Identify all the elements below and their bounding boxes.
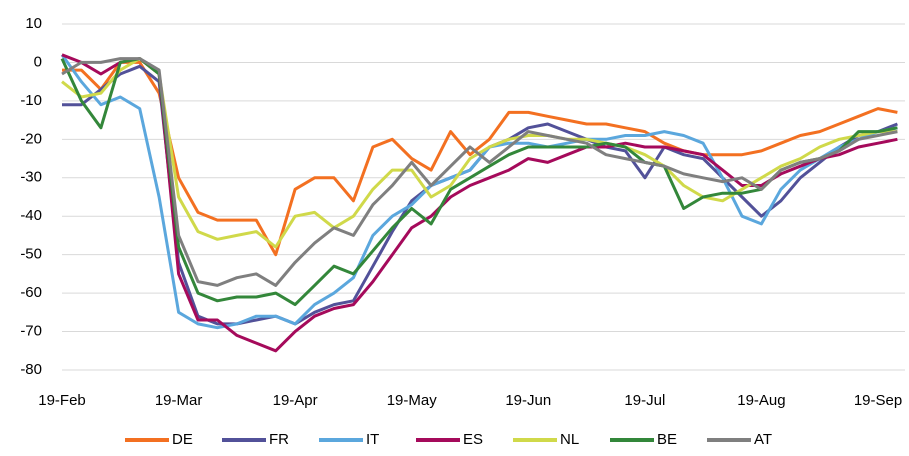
x-tick-label: 19-Sep — [854, 392, 902, 409]
legend-label: ES — [463, 431, 483, 448]
x-tick-label: 19-Mar — [155, 392, 203, 409]
series-line — [60, 53, 898, 330]
legend-label: AT — [754, 431, 772, 448]
x-tick-label: 19-Jul — [624, 392, 665, 409]
y-tick-label: 0 — [34, 53, 42, 70]
x-tick-label: 19-Aug — [737, 392, 785, 409]
x-tick-label: 19-Apr — [273, 392, 318, 409]
y-tick-label: -80 — [20, 361, 42, 378]
series-line — [61, 57, 898, 287]
series-line — [60, 57, 898, 307]
x-tick-label: 19-Feb — [38, 392, 86, 409]
legend-label: FR — [269, 431, 289, 448]
x-tick-label: 19-May — [387, 392, 438, 409]
legend-label: BE — [657, 431, 677, 448]
legend-label: DE — [172, 431, 193, 448]
y-tick-label: -50 — [20, 246, 42, 263]
y-tick-label: -60 — [20, 284, 42, 301]
series-line — [61, 53, 898, 353]
legend-label: IT — [366, 431, 379, 448]
y-tick-label: -30 — [20, 169, 42, 186]
y-tick-label: -70 — [20, 323, 42, 340]
y-tick-label: -20 — [20, 130, 42, 147]
legend-label: NL — [560, 431, 579, 448]
y-tick-label: 10 — [25, 15, 42, 32]
y-tick-label: -10 — [20, 92, 42, 109]
series-line — [62, 60, 898, 257]
y-tick-label: -40 — [20, 207, 42, 224]
x-tick-label: 19-Jun — [505, 392, 551, 409]
